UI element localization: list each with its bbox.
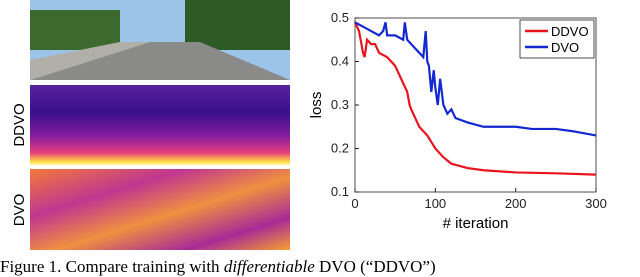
- legend-label: DVO: [551, 40, 579, 55]
- legend-label: DDVO: [551, 24, 589, 39]
- y-tick-label: 0.2: [331, 141, 349, 156]
- y-tick-label: 0.3: [331, 97, 349, 112]
- caption-emphasis: differentiable: [224, 257, 315, 276]
- x-tick-label: 200: [505, 196, 527, 211]
- loss-line: [354, 21, 597, 137]
- panel-label: DDVO: [11, 103, 28, 146]
- y-tick-label: 0.4: [331, 54, 349, 69]
- photo: [30, 0, 290, 80]
- caption-text: Figure 1. Compare training with: [0, 257, 224, 276]
- loss-line: [354, 21, 597, 176]
- y-axis-label: loss: [308, 92, 325, 119]
- x-axis-label: # iteration: [443, 215, 509, 232]
- panel-label: DVO: [11, 194, 28, 227]
- caption-text: DVO (“DDVO”): [315, 257, 436, 276]
- legend-box: [519, 19, 595, 59]
- x-tick-label: 0: [351, 196, 358, 211]
- x-tick-label: 100: [424, 196, 446, 211]
- dvo-depth-map: [30, 169, 290, 250]
- caption: Figure 1. Compare training with differen…: [0, 257, 436, 276]
- chart: 0 100 200 300 0.1 0.2 0.3 0.4 0.5 # iteration loss…: [308, 10, 607, 232]
- y-tick-label: 0.5: [331, 10, 349, 25]
- y-tick-label: 0.1: [331, 184, 349, 199]
- ddvo-depth-map: [30, 85, 290, 165]
- x-tick-label: 300: [585, 196, 607, 211]
